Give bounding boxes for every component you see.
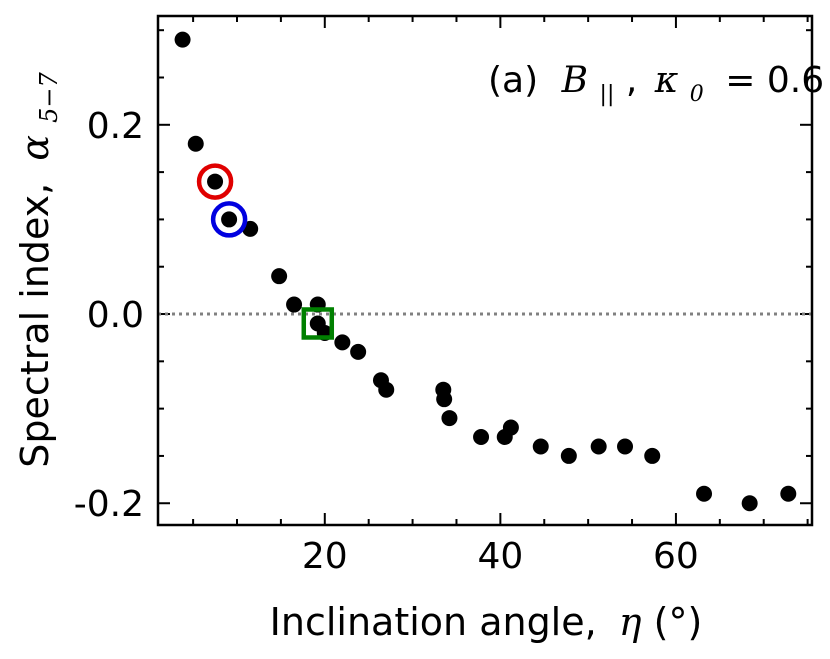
x-axis-label-text: Inclination angle,	[270, 600, 597, 644]
y-tick-label: 0.0	[87, 295, 144, 336]
annotation-prefix: (a)	[488, 60, 538, 101]
data-point	[741, 495, 758, 512]
annotation-b-sub: ||	[600, 82, 615, 107]
data-point	[590, 438, 607, 455]
data-point	[174, 31, 191, 48]
data-point	[502, 419, 519, 436]
annotation-b: B	[561, 60, 588, 101]
y-axis-label-text: Spectral index,	[13, 183, 57, 468]
data-point	[334, 334, 351, 351]
data-point	[378, 381, 395, 398]
data-point	[617, 438, 634, 455]
x-axis-label-symbol: η	[619, 600, 642, 644]
annotation-kappa: κ	[654, 60, 679, 101]
data-point	[696, 485, 713, 502]
highlight-square	[301, 307, 335, 340]
annotation-rhs: = 0.6	[725, 60, 824, 101]
annotation-kappa-sub: 0	[690, 82, 704, 107]
data-point	[271, 268, 288, 285]
data-point	[187, 135, 204, 152]
data-point	[350, 343, 367, 360]
plot-frame	[156, 14, 814, 527]
x-axis-label: Inclination angle, η (°)	[270, 600, 703, 644]
panel-annotation: (a) B || , κ 0 = 0.6	[488, 60, 824, 110]
highlight-markers	[196, 163, 335, 340]
data-point	[560, 447, 577, 464]
x-tick-label: 20	[302, 536, 348, 577]
data-point	[644, 447, 661, 464]
highlight-circle	[210, 201, 248, 238]
y-tick-label: 0.2	[87, 106, 144, 147]
y-axis-label-symbol: α	[13, 135, 57, 161]
tick-labels: 20 40 60 0.2 0.0 -0.2	[74, 106, 699, 577]
x-tick-label: 40	[477, 536, 523, 577]
highlight-circle	[196, 163, 234, 200]
y-tick-label: -0.2	[74, 484, 144, 525]
y-axis-label-sub: 5−7	[35, 72, 63, 123]
data-point	[532, 438, 549, 455]
y-axis-label: Spectral index, α 5−7	[13, 72, 63, 468]
data-point	[473, 429, 490, 446]
data-point	[207, 173, 224, 190]
x-axis-label-unit: (°)	[654, 600, 703, 644]
data-point	[286, 296, 303, 313]
x-tick-label: 60	[653, 536, 699, 577]
data-point	[780, 485, 797, 502]
data-point	[221, 211, 238, 228]
annotation-sep: ,	[626, 60, 637, 101]
data-point	[436, 391, 453, 408]
data-point	[441, 410, 458, 427]
